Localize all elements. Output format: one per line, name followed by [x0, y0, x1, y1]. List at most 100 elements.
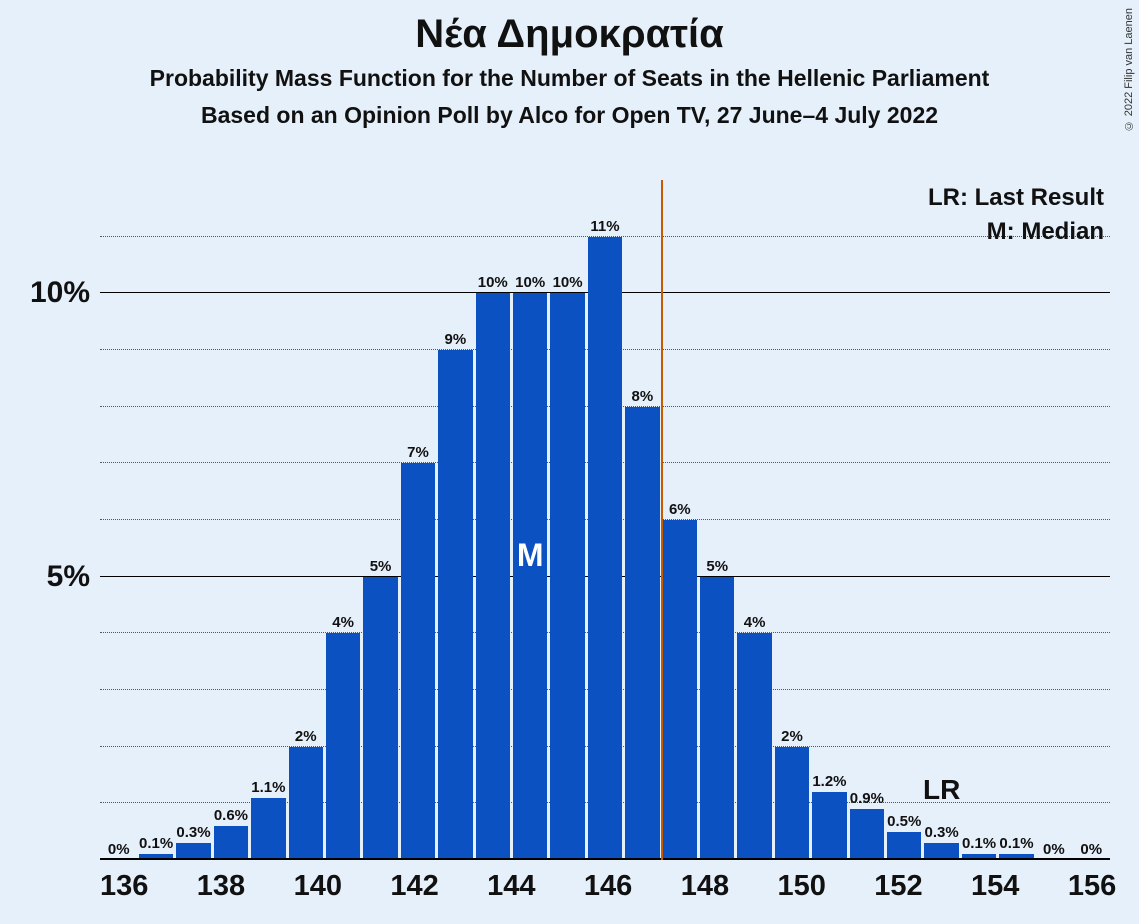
- bar-value-label: 0.6%: [214, 807, 248, 824]
- bar-value-label: 2%: [295, 728, 317, 745]
- bar-column: 9%: [437, 180, 474, 860]
- bar-column: 10%: [549, 180, 586, 860]
- bar-value-label: 4%: [744, 614, 766, 631]
- bars-container: 0%0.1%0.3%0.6%1.1%2%4%5%7%9%10%10%10%11%…: [100, 180, 1110, 860]
- bar-value-label: 0.5%: [887, 813, 921, 830]
- bar: 6%: [663, 520, 697, 860]
- bar-value-label: 0.1%: [139, 835, 173, 852]
- bar-column: 0.9%: [848, 180, 885, 860]
- bar-value-label: 7%: [407, 444, 429, 461]
- bar-value-label: 9%: [445, 331, 467, 348]
- bar: 2%: [775, 747, 809, 860]
- x-tick-label: 144: [487, 870, 535, 903]
- bar: 9%: [438, 350, 472, 860]
- bar-column: 0.6%: [212, 180, 249, 860]
- bar-value-label: 2%: [781, 728, 803, 745]
- bar-column: 1.2%: [811, 180, 848, 860]
- x-tick-label: 138: [197, 870, 245, 903]
- bar: 10%: [476, 293, 510, 860]
- x-tick-label: 148: [681, 870, 729, 903]
- chart-subtitle-2: Based on an Opinion Poll by Alco for Ope…: [0, 102, 1139, 129]
- bar-value-label: 1.2%: [812, 773, 846, 790]
- median-marker: M: [517, 537, 544, 574]
- chart-title: Νέα Δημοκρατία: [0, 0, 1139, 57]
- x-tick-label: 136: [100, 870, 148, 903]
- bar-column: 6%: [661, 180, 698, 860]
- x-axis: 1361371381391401411421431441451461471481…: [100, 870, 1110, 903]
- bar-value-label: 0.3%: [176, 824, 210, 841]
- bar-column: 4%: [324, 180, 361, 860]
- bar-value-label: 6%: [669, 501, 691, 518]
- legend: LR: Last Result M: Median: [928, 184, 1104, 252]
- bar-column: 0.3%: [923, 180, 960, 860]
- bar-column: 0.1%: [998, 180, 1035, 860]
- legend-m: M: Median: [928, 218, 1104, 246]
- bar: 8%: [625, 407, 659, 860]
- bar-column: 5%: [362, 180, 399, 860]
- bar-value-label: 0%: [108, 841, 130, 858]
- bar-column: 0%: [1073, 180, 1110, 860]
- bar: 0.9%: [850, 809, 884, 860]
- bar: 2%: [289, 747, 323, 860]
- x-tick-label: 146: [584, 870, 632, 903]
- chart-plot-area: 5%10%0%0.1%0.3%0.6%1.1%2%4%5%7%9%10%10%1…: [100, 180, 1110, 860]
- bar: 4%: [326, 633, 360, 860]
- median-line: [661, 180, 663, 860]
- bar-column: 2%: [287, 180, 324, 860]
- bar-value-label: 4%: [332, 614, 354, 631]
- bar-column: 0%: [1035, 180, 1072, 860]
- bar-value-label: 0%: [1043, 841, 1065, 858]
- bar-value-label: 0.1%: [999, 835, 1033, 852]
- bar-value-label: 5%: [706, 558, 728, 575]
- bar-column: 4%: [736, 180, 773, 860]
- bar-value-label: 0%: [1080, 841, 1102, 858]
- bar-value-label: 10%: [553, 274, 583, 291]
- bar: 0.5%: [887, 832, 921, 860]
- lr-marker: LR: [923, 774, 960, 806]
- bar: 1.2%: [812, 792, 846, 860]
- bar-column: 2%: [773, 180, 810, 860]
- bar-column: 11%: [586, 180, 623, 860]
- bar-value-label: 0.1%: [962, 835, 996, 852]
- bar: 1.1%: [251, 798, 285, 860]
- y-tick-label: 10%: [30, 276, 90, 310]
- bar: 5%: [363, 577, 397, 860]
- bar-column: 0%: [100, 180, 137, 860]
- bar-value-label: 0.9%: [850, 790, 884, 807]
- bar: 4%: [737, 633, 771, 860]
- bar-column: 8%: [624, 180, 661, 860]
- bar: 0.6%: [214, 826, 248, 860]
- bar-column: 0.1%: [137, 180, 174, 860]
- x-tick-label: 140: [294, 870, 342, 903]
- bar-value-label: 0.3%: [925, 824, 959, 841]
- bar-column: 0.1%: [960, 180, 997, 860]
- bar-value-label: 1.1%: [251, 779, 285, 796]
- bar-column: 1.1%: [250, 180, 287, 860]
- bar-value-label: 5%: [370, 558, 392, 575]
- bar-column: 7%: [399, 180, 436, 860]
- x-tick-label: 150: [777, 870, 825, 903]
- x-tick-label: 152: [874, 870, 922, 903]
- bar-value-label: 10%: [478, 274, 508, 291]
- bar: 5%: [700, 577, 734, 860]
- x-tick-label: 156: [1068, 870, 1116, 903]
- x-axis-baseline: [100, 858, 1110, 860]
- x-tick-label: 142: [390, 870, 438, 903]
- bar: 11%: [588, 237, 622, 860]
- bar-column: 0.3%: [175, 180, 212, 860]
- copyright-text: © 2022 Filip van Laenen: [1123, 8, 1135, 131]
- bar: 7%: [401, 463, 435, 860]
- bar-column: 10%: [511, 180, 548, 860]
- x-tick-label: 154: [971, 870, 1019, 903]
- bar-column: 10%: [474, 180, 511, 860]
- bar-value-label: 10%: [515, 274, 545, 291]
- bar-column: 0.5%: [886, 180, 923, 860]
- bar-value-label: 8%: [632, 388, 654, 405]
- bar-value-label: 11%: [590, 218, 619, 235]
- bar: 10%: [550, 293, 584, 860]
- chart-subtitle-1: Probability Mass Function for the Number…: [0, 65, 1139, 92]
- legend-lr: LR: Last Result: [928, 184, 1104, 212]
- bar-column: 5%: [699, 180, 736, 860]
- y-tick-label: 5%: [47, 560, 90, 594]
- bar: 10%: [513, 293, 547, 860]
